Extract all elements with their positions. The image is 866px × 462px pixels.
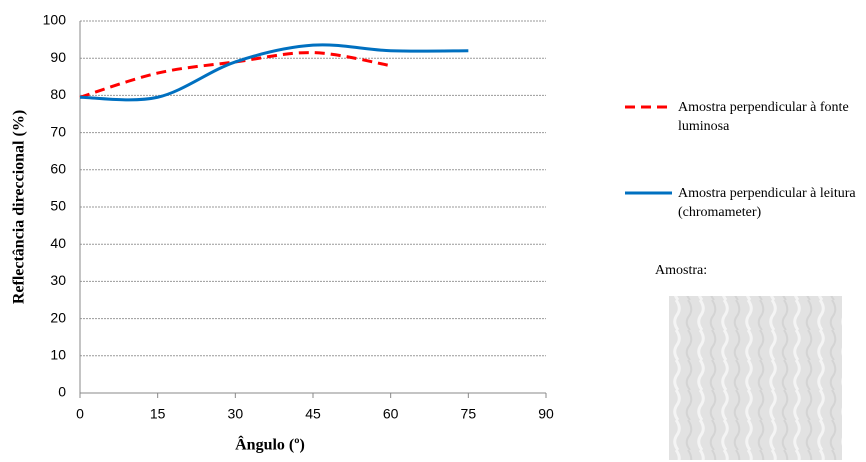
sample-label: Amostra: — [655, 263, 707, 278]
sample-image — [669, 296, 842, 460]
x-tick-label: 15 — [150, 406, 166, 422]
x-tick-label: 0 — [76, 406, 84, 422]
y-tick-label: 30 — [50, 272, 66, 288]
x-tick-label: 75 — [461, 406, 477, 422]
series-line — [79, 43, 469, 102]
legend-label: Amostra perpendicular à fonte luminosa — [678, 100, 849, 134]
y-tick-label: 0 — [58, 384, 66, 400]
y-tick-label: 80 — [50, 86, 66, 102]
x-tick-label: 90 — [538, 406, 554, 422]
y-tick-label: 40 — [50, 235, 66, 251]
y-tick-label: 60 — [50, 161, 66, 177]
y-tick-label: 70 — [50, 123, 66, 139]
y-tick-label: 20 — [50, 309, 66, 325]
x-tick-label: 45 — [305, 406, 321, 422]
series-line — [79, 51, 391, 99]
legend-label: Amostra perpendicular à leitura (chromam… — [678, 186, 856, 220]
y-tick-label: 90 — [50, 49, 66, 65]
x-tick-label: 30 — [228, 406, 244, 422]
y-tick-label: 100 — [43, 12, 67, 28]
x-axis-label: Ângulo (º) — [235, 435, 305, 454]
x-tick-label: 60 — [383, 406, 399, 422]
y-tick-label: 10 — [50, 347, 66, 363]
y-tick-label: 50 — [50, 198, 66, 214]
y-axis-label: Reflectância direccional (%) — [11, 110, 28, 304]
